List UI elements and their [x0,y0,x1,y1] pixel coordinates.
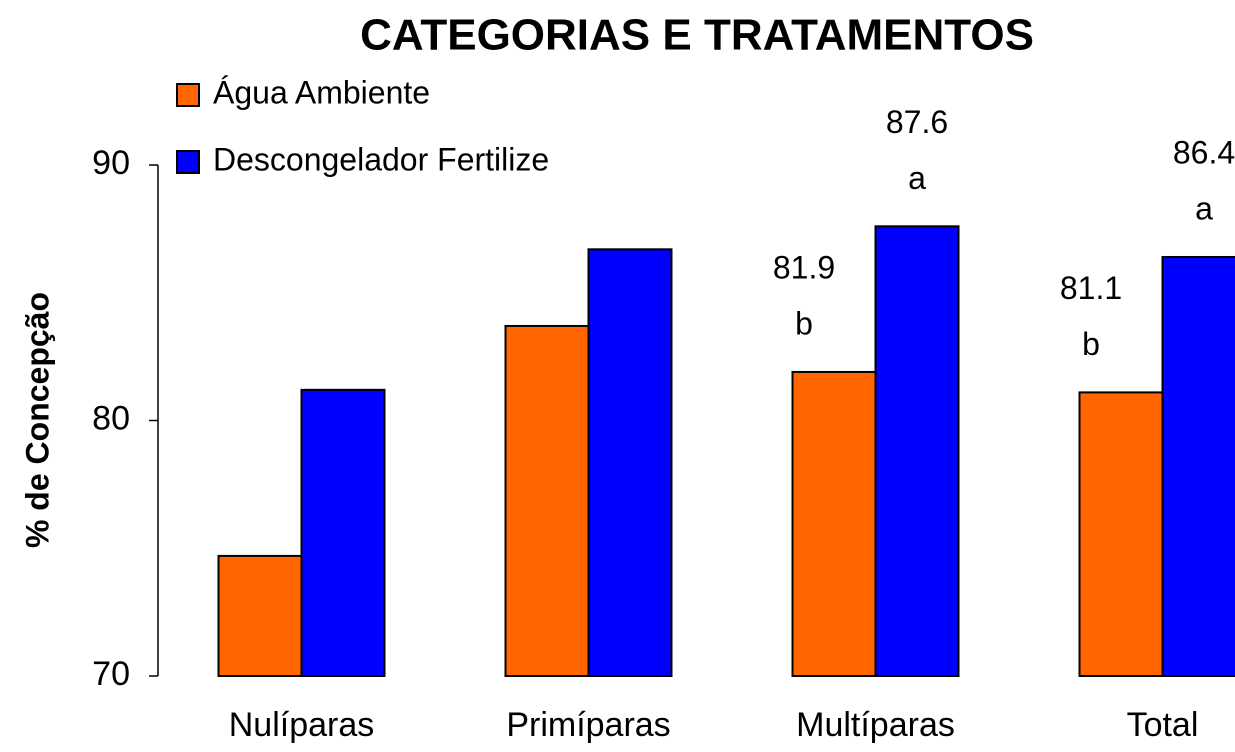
x-tick-label: Multíparas [796,706,955,744]
legend-swatch [176,150,200,174]
legend-label: Água Ambiente [213,74,430,110]
data-label: 86.4 [1173,134,1235,170]
bar [874,225,960,677]
data-label: 81.9 [773,249,835,285]
chart-title: CATEGORIAS E TRATAMENTOS [360,11,1034,60]
y-tick-label: 90 [92,144,130,182]
bar [587,248,673,677]
bar [1161,255,1235,677]
data-letter: a [1195,190,1213,226]
legend-swatch [176,83,200,107]
x-tick-label: Nulíparas [229,706,375,744]
y-tick-label: 80 [92,399,130,437]
data-label: 87.6 [886,104,948,140]
legend-label: Descongelador Fertilize [213,141,549,177]
bar [504,324,590,677]
y-axis-label: % de Concepção [19,292,55,548]
x-tick-label: Primíparas [506,706,670,744]
bar [791,370,877,677]
data-letter: b [795,305,813,341]
data-label: 81.1 [1060,270,1122,306]
bar [300,388,386,677]
data-letter: a [908,160,926,196]
data-letter: b [1082,326,1100,362]
bar [217,554,303,677]
bar [1078,391,1164,677]
y-tick-label: 70 [92,655,130,693]
x-tick-label: Total [1127,706,1199,744]
